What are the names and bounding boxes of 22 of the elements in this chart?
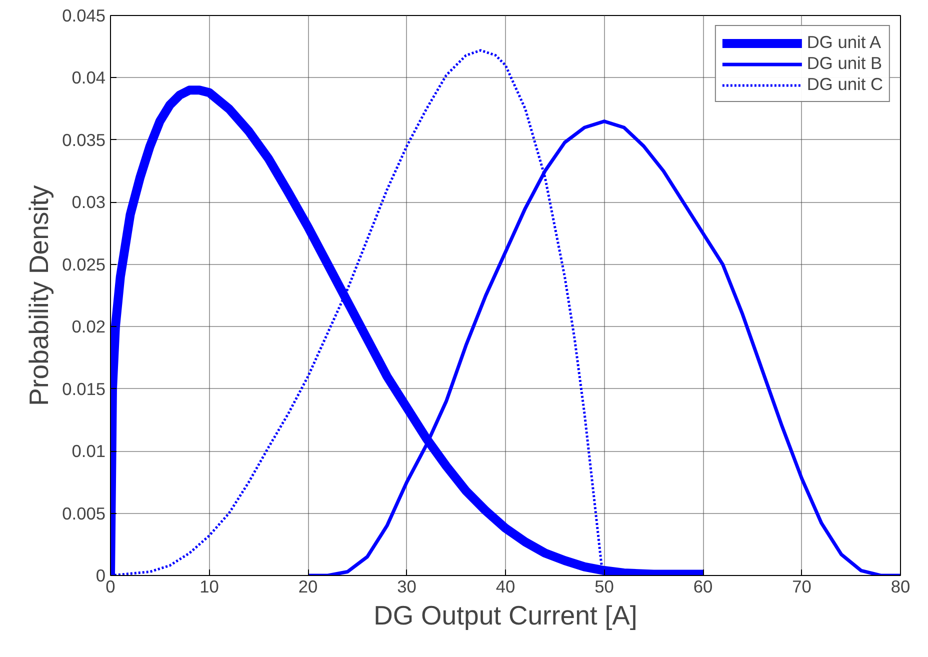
y-axis-title: Probability Density [24,184,54,406]
x-tick-label: 60 [693,576,713,596]
x-tick-label: 40 [496,576,516,596]
x-tick-label: 80 [890,576,910,596]
y-tick-label: 0.03 [72,192,106,212]
x-tick-label: 50 [594,576,614,596]
y-tick-label: 0.025 [62,254,106,274]
y-tick-label: 0.01 [72,441,106,462]
y-tick-label: 0.005 [62,503,106,524]
x-tick-label: 30 [397,576,416,596]
y-tick-label: 0.035 [62,130,106,150]
x-tick-label: 70 [792,576,812,596]
legend-label: DG unit C [806,74,883,95]
y-tick-label: 0.02 [72,316,106,337]
y-tick-label: 0.015 [62,378,106,399]
x-tick-label: 20 [298,576,318,596]
legend-label: DG unit B [806,53,882,74]
legend-label: DG unit A [806,32,882,53]
x-tick-label: 10 [200,576,219,596]
x-axis-title: DG Output Current [A] [374,600,638,630]
y-tick-label: 0.04 [72,68,106,88]
y-tick-label: 0.045 [62,6,106,26]
